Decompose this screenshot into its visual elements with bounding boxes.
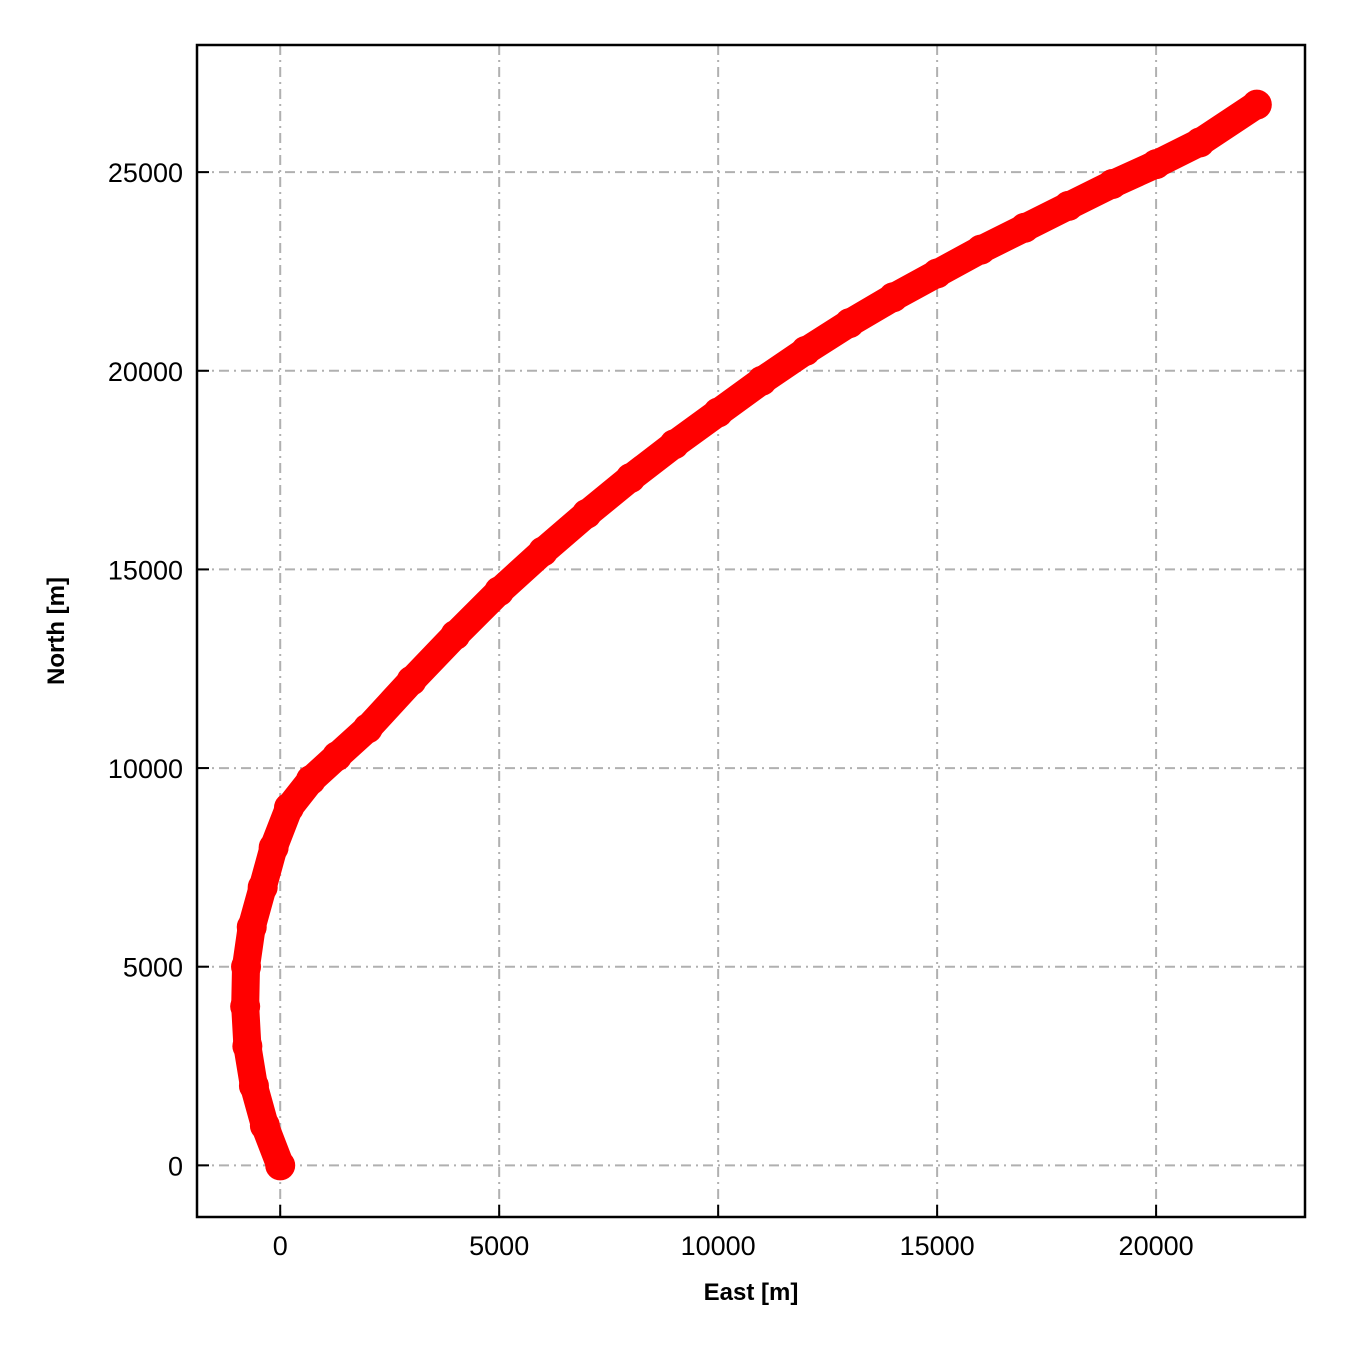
data-point (236, 911, 267, 942)
data-point (238, 1070, 269, 1101)
y-tick-label: 25000 (108, 158, 183, 188)
grid (197, 45, 1305, 1217)
x-tick-label: 20000 (1119, 1231, 1194, 1261)
series-layer (230, 89, 1272, 1181)
data-point (659, 429, 690, 460)
y-tick-label: 5000 (123, 953, 183, 983)
data-point (1141, 149, 1172, 180)
data-point (1241, 89, 1272, 120)
x-tick-label: 5000 (469, 1231, 529, 1261)
series-line (231, 90, 1271, 1180)
data-point (1184, 127, 1215, 158)
data-point (295, 764, 326, 795)
data-point (232, 1031, 263, 1062)
data-point (231, 951, 262, 982)
data-point (527, 536, 558, 567)
x-tick-label: 10000 (681, 1231, 756, 1261)
data-point (965, 234, 996, 265)
data-point (396, 665, 427, 696)
y-axis-label: North [m] (43, 577, 70, 685)
x-axis-label: East [m] (704, 1279, 799, 1306)
data-point (484, 576, 515, 607)
data-point (571, 498, 602, 529)
data-point (615, 463, 646, 494)
y-tick-label: 0 (168, 1151, 183, 1181)
y-tick-label: 10000 (108, 754, 183, 784)
y-tick-label: 20000 (108, 357, 183, 387)
data-point (247, 872, 278, 903)
data-point (352, 713, 383, 744)
data-point (249, 1110, 280, 1141)
data-point (1009, 212, 1040, 243)
data-point (746, 365, 777, 396)
y-tick-label: 15000 (108, 555, 183, 585)
x-tick-label: 15000 (900, 1231, 975, 1261)
ticks: 0 5000 10000 15000 20000 0 5000 10000 15000 20000… (108, 158, 1194, 1261)
data-point (322, 741, 353, 772)
x-tick-label: 0 (273, 1231, 288, 1261)
data-point (273, 792, 304, 823)
data-point (1053, 190, 1084, 221)
data-point (922, 258, 953, 289)
data-point (790, 335, 821, 366)
data-point (258, 832, 289, 863)
data-point (834, 308, 865, 339)
data-point (230, 991, 261, 1022)
data-point (878, 282, 909, 313)
data-point (703, 397, 734, 428)
plot-frame (195, 43, 1307, 1219)
data-point (440, 619, 471, 650)
data-point (265, 1150, 296, 1181)
data-point (1097, 169, 1128, 200)
